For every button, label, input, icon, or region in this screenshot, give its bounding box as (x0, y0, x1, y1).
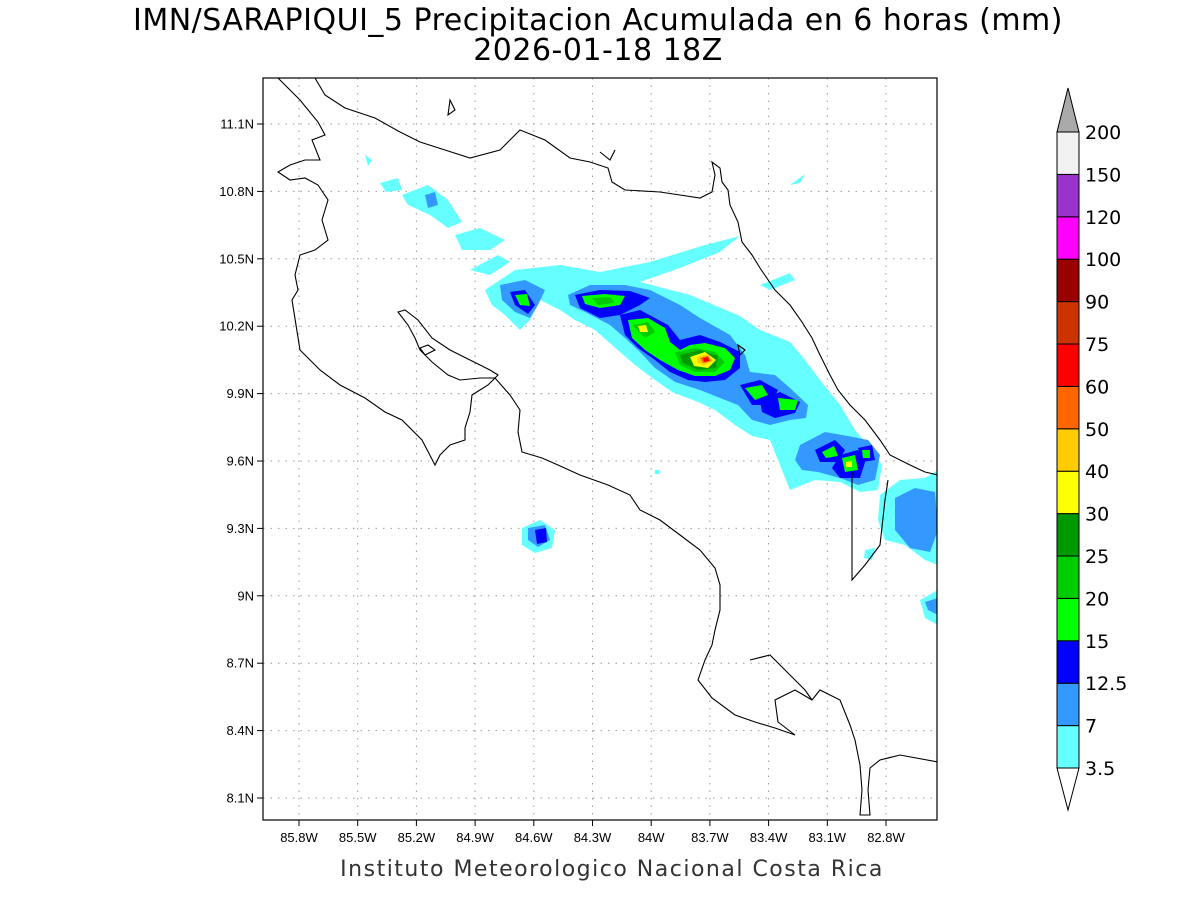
coastlines (276, 78, 937, 816)
colorbar-swatch (1056, 513, 1080, 557)
lon-tick-label: 83.7W (691, 830, 729, 845)
lat-tick-label: 10.2N (219, 319, 254, 334)
lat-tick-label: 9.6N (227, 454, 254, 469)
latitude-axis: 11.1N 10.8N 10.5N 10.2N 9.9N 9.6N 9.3N 9N 8.7N 8.… (219, 117, 263, 806)
colorbar-swatch (1056, 343, 1080, 387)
colorbar-swatch (1056, 173, 1080, 218)
colorbar-swatch (1056, 725, 1080, 769)
map-frame (262, 77, 938, 821)
colorbar-label: 100 (1085, 249, 1121, 271)
lon-tick-label: 84.9W (456, 830, 494, 845)
lat-tick-label: 9.3N (227, 521, 254, 536)
lon-tick-label: 83.1W (809, 830, 847, 845)
lon-tick-label: 85.8W (280, 830, 318, 845)
lon-tick-label: 85.2W (398, 830, 436, 845)
longitude-axis: 85.8W 85.5W 85.2W 84.9W 84.6W 84.3W 84W 83.7W 83… (280, 820, 906, 845)
colorbar-label: 200 (1085, 122, 1121, 144)
lon-tick-label: 84.6W (515, 830, 553, 845)
map-subtitle-date: 2026-01-18 18Z (473, 33, 723, 68)
lat-tick-label: 8.1N (227, 791, 254, 806)
colorbar-swatch (1056, 258, 1080, 303)
lon-tick-label: 85.5W (339, 830, 377, 845)
colorbar-swatch (1056, 555, 1080, 599)
lon-tick-label: 84.3W (574, 830, 612, 845)
colorbar-label: 30 (1085, 504, 1109, 526)
footer-institution: Instituto Meteorologico Nacional Costa R… (340, 857, 884, 882)
lat-tick-label: 10.8N (219, 184, 254, 199)
colorbar-label: 60 (1085, 376, 1109, 398)
map-title: IMN/SARAPIQUI_5 Precipitacion Acumulada … (133, 3, 1063, 38)
colorbar-legend: 3.5 7 12.5 15 20 25 30 40 50 60 75 90 100 120 150 200 (1056, 87, 1127, 812)
colorbar-below-triangle (1056, 767, 1080, 812)
colorbar-label: 150 (1085, 164, 1121, 186)
colorbar-label: 120 (1085, 207, 1121, 229)
colorbar-swatch (1056, 385, 1080, 430)
colorbar-label: 7 (1085, 716, 1097, 738)
colorbar-above-triangle (1056, 87, 1080, 133)
precip-level-60 (703, 357, 709, 362)
colorbar-swatch (1056, 470, 1080, 515)
colorbar-swatch (1056, 682, 1080, 727)
colorbar-label: 12.5 (1085, 673, 1127, 695)
lat-tick-label: 11.1N (220, 117, 254, 132)
colorbar-label: 40 (1085, 461, 1109, 483)
lat-tick-label: 8.7N (227, 656, 254, 671)
colorbar-swatch (1056, 131, 1080, 175)
lon-tick-label: 83.4W (750, 830, 788, 845)
colorbar-label: 15 (1085, 631, 1109, 653)
lon-tick-label: 82.8W (867, 830, 905, 845)
precipitation-field (365, 155, 937, 625)
lon-tick-label: 84W (638, 830, 665, 845)
colorbar-swatch (1056, 301, 1080, 345)
colorbar-swatch (1056, 640, 1080, 684)
colorbar-swatch (1056, 428, 1080, 472)
colorbar-label: 20 (1085, 588, 1109, 610)
colorbar-label: 3.5 (1085, 758, 1115, 780)
colorbar-swatch (1056, 216, 1080, 260)
lat-tick-label: 9.9N (227, 386, 254, 401)
colorbar-label: 90 (1085, 292, 1109, 314)
colorbar-label: 75 (1085, 334, 1109, 356)
lat-tick-label: 8.4N (227, 723, 254, 738)
lat-tick-label: 9N (237, 588, 254, 603)
colorbar-label: 25 (1085, 546, 1109, 568)
colorbar-label: 50 (1085, 419, 1109, 441)
lat-tick-label: 10.5N (219, 251, 254, 266)
colorbar-swatch (1056, 597, 1080, 642)
